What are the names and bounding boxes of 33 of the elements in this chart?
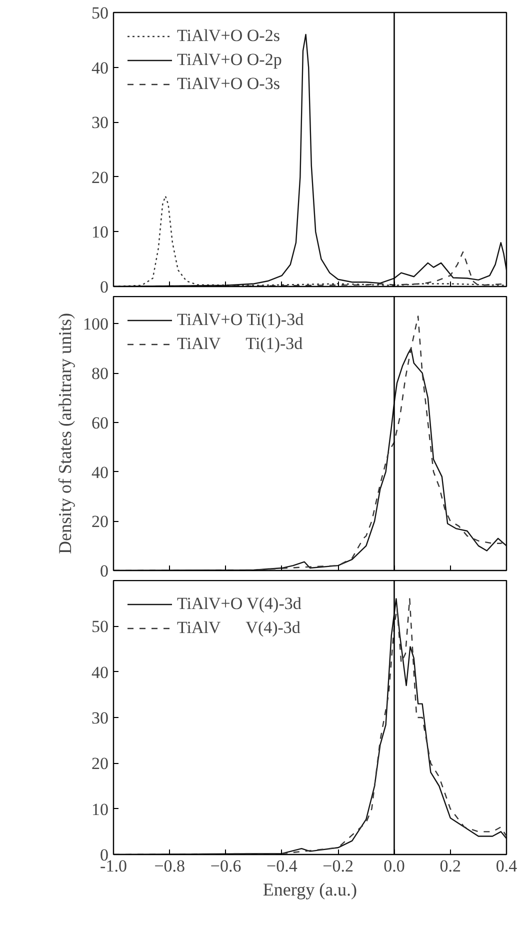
y-tick-label: 20 bbox=[92, 168, 108, 187]
x-tick-label: −0.2 bbox=[322, 856, 354, 876]
x-tick-label: 0.2 bbox=[440, 856, 461, 876]
legend-label: TiAlV+O O-2p bbox=[177, 50, 282, 70]
y-tick-label: 60 bbox=[92, 413, 108, 432]
x-tick-label: −0.6 bbox=[210, 856, 242, 876]
x-tick-label: −0.4 bbox=[266, 856, 298, 876]
legend-label: TiAlV+O Ti(1)-3d bbox=[177, 310, 304, 330]
y-tick-label: 0 bbox=[100, 278, 108, 296]
y-tick-label: 10 bbox=[92, 222, 108, 242]
y-tick-label: 20 bbox=[92, 512, 108, 532]
x-tick-label: 0.0 bbox=[384, 856, 405, 876]
y-axis-title: Density of States (arbitrary units) bbox=[55, 313, 75, 554]
y-tick-label: 50 bbox=[92, 617, 108, 636]
legend-label: TiAlV Ti(1)-3d bbox=[177, 334, 303, 354]
legend-label: TiAlV+O O-3s bbox=[177, 74, 280, 94]
legend-label: TiAlV+O O-2s bbox=[177, 26, 280, 46]
y-tick-label: 20 bbox=[92, 754, 108, 774]
y-tick-label: 40 bbox=[92, 462, 108, 482]
x-tick-label: 0.4 bbox=[496, 856, 518, 876]
y-tick-label: 40 bbox=[92, 662, 108, 682]
x-axis-title: Energy (a.u.) bbox=[262, 880, 358, 900]
y-tick-label: 30 bbox=[92, 113, 108, 132]
y-tick-label: 80 bbox=[92, 364, 108, 384]
y-tick-label: 50 bbox=[92, 4, 108, 22]
y-tick-label: 40 bbox=[92, 58, 108, 78]
y-tick-label: 30 bbox=[92, 708, 108, 728]
y-tick-label: 0 bbox=[100, 562, 108, 580]
legend-label: TiAlV+O V(4)-3d bbox=[177, 594, 302, 614]
x-tick-label: −0.8 bbox=[154, 856, 186, 876]
y-tick-label: 100 bbox=[83, 314, 108, 334]
legend-label: TiAlV V(4)-3d bbox=[177, 618, 300, 638]
y-tick-label: 10 bbox=[92, 800, 108, 819]
